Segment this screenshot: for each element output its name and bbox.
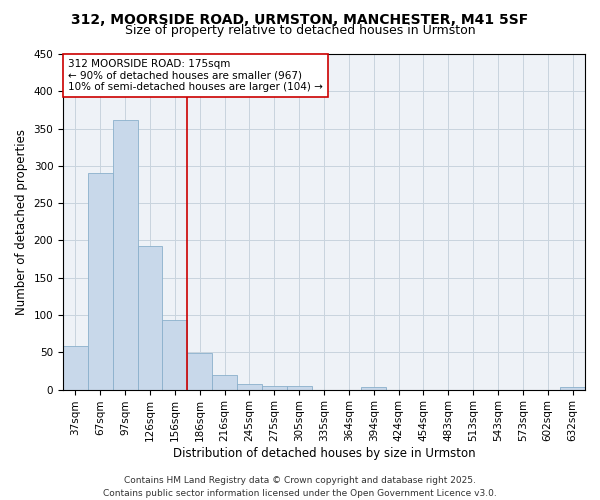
Bar bbox=[560, 386, 585, 390]
Bar bbox=[361, 386, 386, 390]
Bar bbox=[187, 353, 212, 390]
Bar bbox=[137, 246, 163, 390]
Bar bbox=[212, 374, 237, 390]
X-axis label: Distribution of detached houses by size in Urmston: Distribution of detached houses by size … bbox=[173, 447, 475, 460]
Y-axis label: Number of detached properties: Number of detached properties bbox=[15, 129, 28, 315]
Bar bbox=[163, 320, 187, 390]
Bar bbox=[113, 120, 137, 390]
Text: Size of property relative to detached houses in Urmston: Size of property relative to detached ho… bbox=[125, 24, 475, 37]
Bar bbox=[63, 346, 88, 390]
Bar bbox=[262, 386, 287, 390]
Bar bbox=[287, 386, 311, 390]
Text: Contains HM Land Registry data © Crown copyright and database right 2025.
Contai: Contains HM Land Registry data © Crown c… bbox=[103, 476, 497, 498]
Text: 312 MOORSIDE ROAD: 175sqm
← 90% of detached houses are smaller (967)
10% of semi: 312 MOORSIDE ROAD: 175sqm ← 90% of detac… bbox=[68, 59, 323, 92]
Bar bbox=[237, 384, 262, 390]
Text: 312, MOORSIDE ROAD, URMSTON, MANCHESTER, M41 5SF: 312, MOORSIDE ROAD, URMSTON, MANCHESTER,… bbox=[71, 12, 529, 26]
Bar bbox=[88, 172, 113, 390]
